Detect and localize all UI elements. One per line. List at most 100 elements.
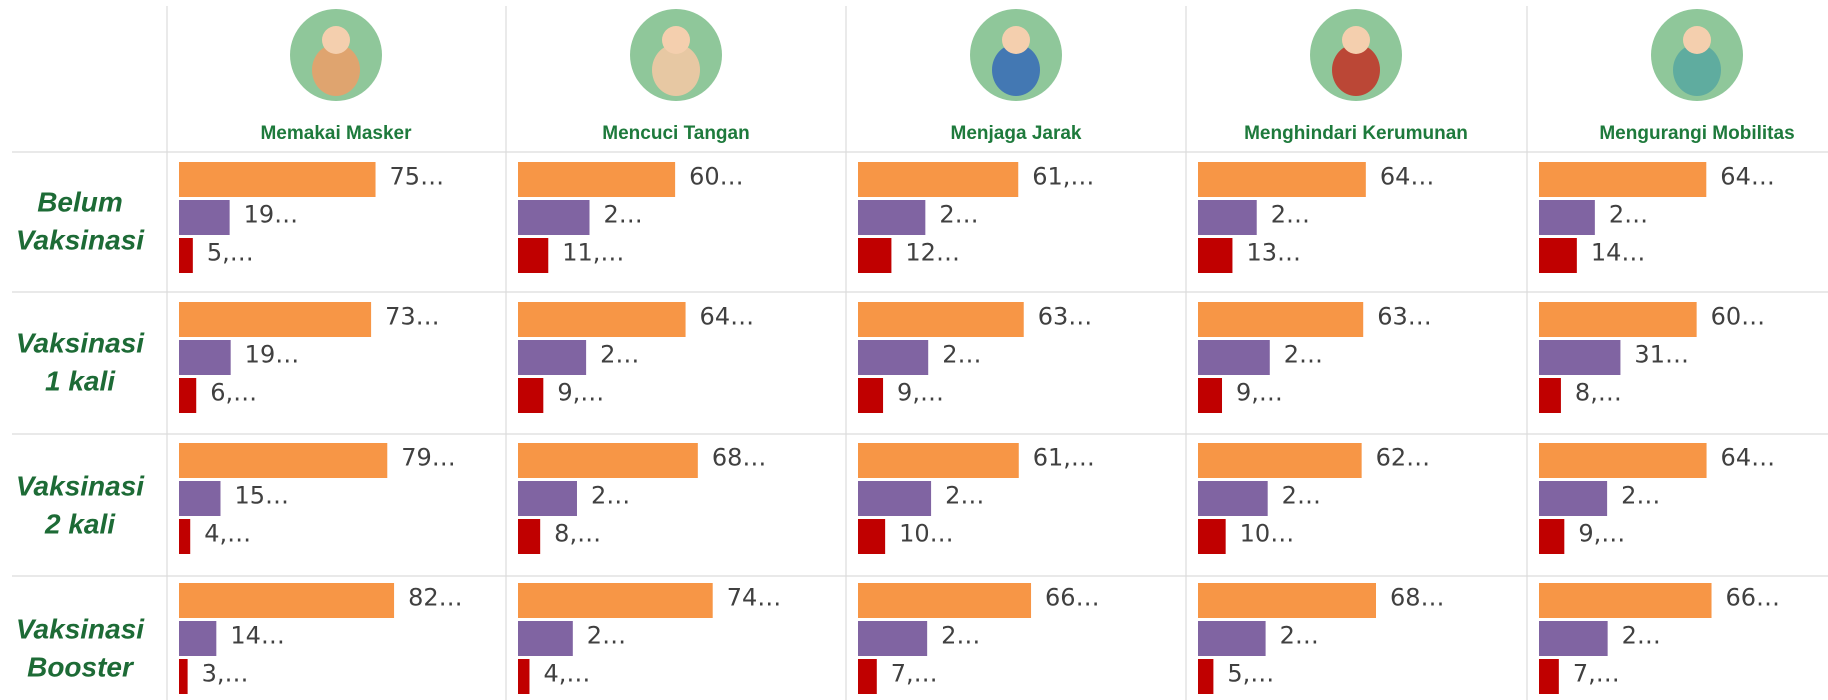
row-label: 2 kali bbox=[44, 508, 116, 539]
value-label: 2… bbox=[941, 622, 980, 650]
bar bbox=[518, 481, 577, 516]
value-label: 75… bbox=[390, 163, 445, 191]
bar bbox=[858, 583, 1031, 618]
bar bbox=[1539, 519, 1564, 554]
bar bbox=[518, 302, 686, 337]
value-label: 63… bbox=[1377, 303, 1432, 331]
value-label: 60… bbox=[689, 163, 744, 191]
value-label: 10… bbox=[1240, 520, 1295, 548]
bar bbox=[179, 378, 196, 413]
bar bbox=[179, 621, 216, 656]
value-label: 61,… bbox=[1033, 444, 1095, 472]
bar bbox=[1198, 583, 1376, 618]
value-label: 2… bbox=[1271, 201, 1310, 229]
value-label: 68… bbox=[1390, 584, 1445, 612]
bar bbox=[518, 443, 698, 478]
bar bbox=[1539, 443, 1707, 478]
icon-head bbox=[662, 26, 690, 54]
column-header: Memakai Masker bbox=[260, 123, 412, 144]
value-label: 4,… bbox=[204, 520, 251, 548]
bar bbox=[1539, 340, 1620, 375]
bar bbox=[179, 302, 371, 337]
bar bbox=[858, 340, 928, 375]
value-label: 61,… bbox=[1032, 163, 1094, 191]
bar bbox=[179, 443, 387, 478]
bar bbox=[518, 340, 586, 375]
bar bbox=[518, 659, 529, 694]
value-label: 64… bbox=[1721, 444, 1776, 472]
value-label: 6,… bbox=[210, 379, 257, 407]
value-label: 13… bbox=[1246, 239, 1301, 267]
row-label: Vaksinasi bbox=[16, 327, 145, 358]
value-label: 2… bbox=[945, 482, 984, 510]
value-label: 62… bbox=[1376, 444, 1431, 472]
page: Memakai MaskerMencuci TanganMenjaga Jara… bbox=[0, 0, 1828, 700]
bar bbox=[1539, 200, 1595, 235]
value-label: 2… bbox=[604, 201, 643, 229]
bar bbox=[858, 200, 925, 235]
value-label: 9,… bbox=[1236, 379, 1283, 407]
value-label: 5,… bbox=[1227, 660, 1274, 688]
value-label: 4,… bbox=[543, 660, 590, 688]
value-label: 15… bbox=[234, 482, 289, 510]
value-label: 64… bbox=[1720, 163, 1775, 191]
row-label: Booster bbox=[27, 651, 135, 682]
bar bbox=[1198, 621, 1266, 656]
value-label: 2… bbox=[942, 341, 981, 369]
bar bbox=[1198, 302, 1363, 337]
row-label: Belum bbox=[37, 186, 123, 217]
value-label: 2… bbox=[1280, 622, 1319, 650]
value-label: 79… bbox=[401, 444, 456, 472]
bar bbox=[858, 162, 1018, 197]
value-label: 8,… bbox=[1575, 379, 1622, 407]
bar bbox=[1539, 302, 1697, 337]
value-label: 63… bbox=[1038, 303, 1093, 331]
value-label: 19… bbox=[244, 201, 299, 229]
value-label: 14… bbox=[230, 622, 285, 650]
value-label: 66… bbox=[1726, 584, 1781, 612]
bar bbox=[1198, 238, 1232, 273]
bar bbox=[858, 302, 1024, 337]
value-label: 2… bbox=[1622, 622, 1661, 650]
column-header: Menghindari Kerumunan bbox=[1244, 123, 1468, 144]
bar bbox=[518, 519, 540, 554]
column-header: Menjaga Jarak bbox=[951, 123, 1082, 144]
bar bbox=[1539, 659, 1559, 694]
bar bbox=[1539, 583, 1712, 618]
icon-head bbox=[1002, 26, 1030, 54]
row-label: 1 kali bbox=[45, 365, 116, 396]
bar bbox=[179, 340, 231, 375]
value-label: 12… bbox=[905, 239, 960, 267]
value-label: 14… bbox=[1591, 239, 1646, 267]
bar bbox=[1198, 340, 1270, 375]
value-label: 8,… bbox=[554, 520, 601, 548]
bar bbox=[1198, 481, 1268, 516]
bar bbox=[179, 481, 220, 516]
bar bbox=[179, 659, 188, 694]
bar bbox=[518, 621, 573, 656]
bar bbox=[858, 443, 1019, 478]
value-label: 7,… bbox=[1573, 660, 1620, 688]
bar bbox=[1539, 621, 1608, 656]
bar bbox=[518, 378, 543, 413]
bar bbox=[179, 583, 394, 618]
bar bbox=[1198, 162, 1366, 197]
value-label: 2… bbox=[1609, 201, 1648, 229]
row-label: Vaksinasi bbox=[16, 224, 145, 255]
value-label: 3,… bbox=[202, 660, 249, 688]
bar bbox=[1539, 238, 1577, 273]
bar bbox=[858, 621, 927, 656]
bar bbox=[179, 162, 376, 197]
value-label: 10… bbox=[899, 520, 954, 548]
value-label: 5,… bbox=[207, 239, 254, 267]
value-label: 9,… bbox=[557, 379, 604, 407]
value-label: 19… bbox=[245, 341, 300, 369]
value-label: 66… bbox=[1045, 584, 1100, 612]
bar bbox=[858, 659, 877, 694]
value-label: 74… bbox=[727, 584, 782, 612]
value-label: 68… bbox=[712, 444, 767, 472]
value-label: 2… bbox=[1621, 482, 1660, 510]
bar bbox=[179, 238, 193, 273]
bar bbox=[518, 238, 548, 273]
value-label: 64… bbox=[700, 303, 755, 331]
